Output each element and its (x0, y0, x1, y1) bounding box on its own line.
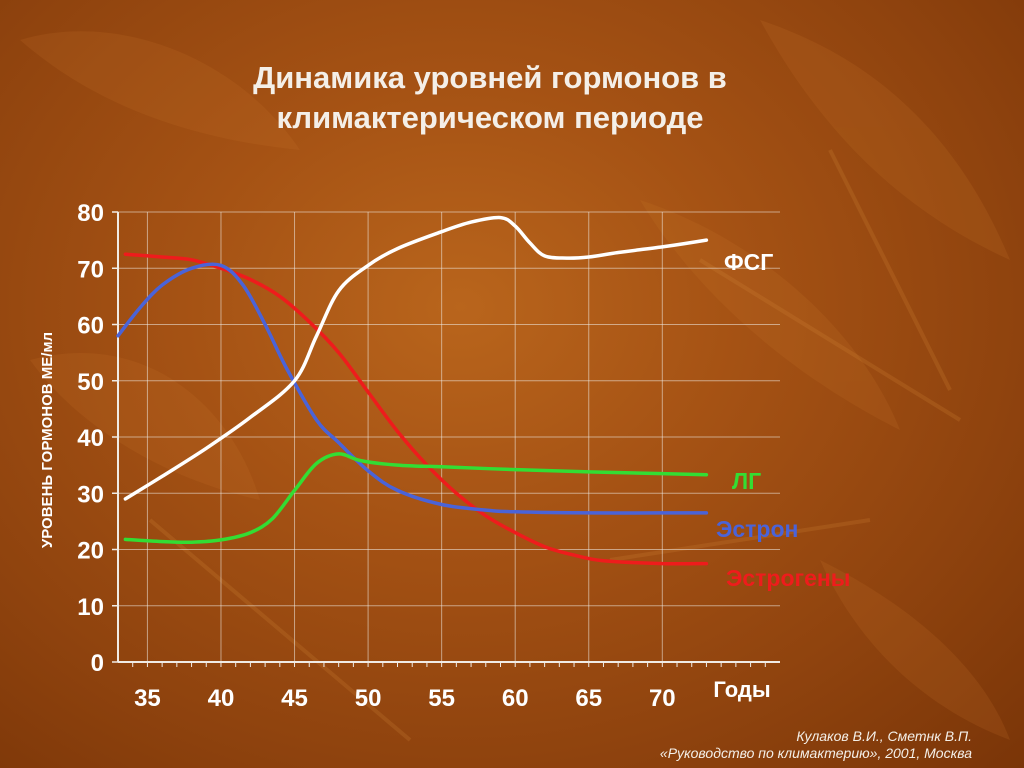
x-axis-label: Годы (713, 677, 770, 702)
chart-axes (112, 211, 780, 667)
y-tick-label: 80 (77, 200, 104, 227)
x-tick-label: 45 (281, 685, 308, 712)
x-tick-label: 40 (208, 685, 235, 712)
y-tick-label: 30 (77, 481, 104, 508)
x-tick-label: 65 (575, 685, 602, 712)
fsg-series-label: ФСГ (724, 249, 773, 275)
estrogeny-line (123, 252, 709, 566)
x-tick-label: 55 (428, 685, 455, 712)
slide-title-line-1: Динамика уровней гормонов в (253, 60, 727, 95)
slide-title: Динамика уровней гормонов в климактериче… (140, 58, 840, 138)
y-tick-label: 40 (77, 425, 104, 452)
slide-title-line-2: климактерическом периоде (276, 100, 704, 135)
y-tick-label: 10 (77, 594, 104, 621)
y-tick-label: 70 (77, 256, 104, 283)
x-tick-label: 70 (649, 685, 676, 712)
x-tick-label: 35 (134, 685, 161, 712)
y-tick-label: 50 (77, 369, 104, 396)
chart-labels: 0 10 20 30 40 50 60 70 80 35 40 45 50 55 60 65 70 УРОВЕНЬ… (39, 200, 850, 712)
chart-series (116, 215, 709, 566)
estron-series-label: Эстрон (716, 516, 798, 542)
x-tick-label: 60 (502, 685, 529, 712)
estrogeny-series-label: Эстрогены (726, 565, 850, 591)
citation-authors: Кулаков В.И., Сметнк В.П. (796, 728, 972, 744)
lg-series-label: ЛГ (732, 468, 761, 494)
estron-line (116, 262, 709, 515)
citation: Кулаков В.И., Сметнк В.П. «Руководство п… (660, 728, 972, 762)
citation-source: «Руководство по климактерию», 2001, Моск… (659, 745, 972, 761)
y-axis-label: УРОВЕНЬ ГОРМОНОВ МЕ/мл (39, 332, 56, 548)
x-tick-label: 50 (355, 685, 382, 712)
chart-grid (118, 211, 780, 662)
y-tick-label: 60 (77, 313, 104, 340)
lg-line (123, 452, 709, 545)
fsg-line (123, 215, 709, 501)
y-tick-label: 20 (77, 538, 104, 565)
y-tick-label: 0 (91, 650, 104, 677)
